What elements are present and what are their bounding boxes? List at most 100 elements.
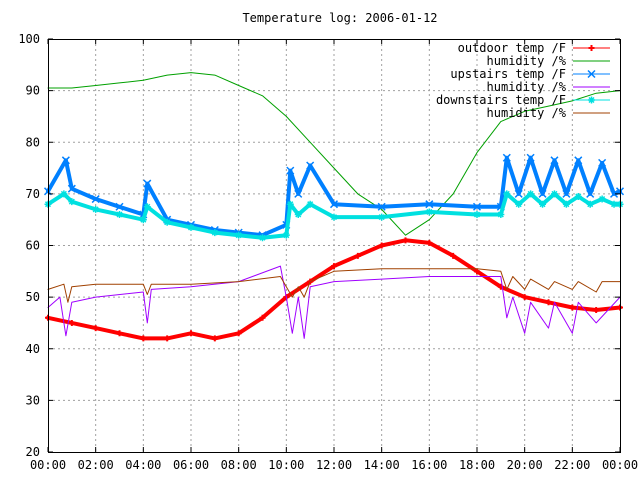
data-point [610, 200, 618, 208]
series-2 [43, 153, 625, 240]
chart-title: Temperature log: 2006-01-12 [242, 11, 437, 25]
series-1 [47, 72, 621, 236]
x-tick-label: 20:00 [507, 458, 543, 472]
data-point [378, 213, 386, 221]
data-point [426, 239, 433, 246]
series-4 [44, 190, 624, 242]
data-point [514, 189, 523, 198]
y-tick-label: 100 [18, 32, 40, 46]
data-point [68, 198, 76, 206]
data-point [306, 200, 314, 208]
data-point [610, 189, 619, 198]
data-point [139, 216, 147, 224]
data-point [282, 231, 290, 239]
plot-series [43, 72, 625, 342]
data-point [68, 319, 75, 326]
data-point [569, 304, 576, 311]
data-point [354, 252, 361, 259]
x-tick-label: 00:00 [602, 458, 638, 472]
legend-label: humidity /% [487, 106, 567, 120]
data-point [163, 218, 171, 226]
data-point [526, 153, 535, 162]
x-tick-label: 12:00 [316, 458, 352, 472]
data-point [474, 268, 480, 275]
data-point [538, 189, 547, 198]
legend-label: outdoor temp /F [458, 41, 566, 55]
x-tick-label: 14:00 [364, 458, 400, 472]
series-line [46, 155, 622, 238]
data-point [515, 200, 523, 208]
data-point [425, 200, 434, 209]
data-point [143, 179, 152, 188]
data-point [211, 335, 218, 342]
data-point [67, 184, 76, 193]
legend-label: humidity /% [487, 80, 567, 94]
series-line [47, 72, 621, 236]
y-tick-label: 30 [26, 393, 40, 407]
y-tick-label: 20 [26, 445, 40, 459]
data-point [140, 335, 147, 342]
data-point [329, 200, 339, 209]
data-point [143, 203, 151, 211]
data-point [377, 202, 386, 211]
data-point [593, 307, 600, 314]
legend-marker [588, 96, 595, 104]
x-tick-label: 18:00 [459, 458, 495, 472]
data-point [586, 200, 594, 208]
data-point [211, 229, 219, 237]
data-point [497, 211, 505, 219]
data-point [235, 330, 242, 337]
data-point [425, 208, 433, 216]
data-point [164, 335, 171, 342]
data-point [294, 189, 303, 198]
data-point [116, 330, 123, 337]
data-point [586, 189, 595, 198]
legend-marker [588, 45, 595, 51]
chart-grid [48, 39, 620, 452]
data-point [61, 156, 70, 165]
x-tick-label: 22:00 [554, 458, 590, 472]
data-point [187, 223, 195, 231]
axis-ticks: 20 30 40 50 60 70 80 90 100 00:00 02:00 04:00 06:00 0… [18, 32, 638, 472]
x-tick-label: 08:00 [221, 458, 257, 472]
data-point [562, 189, 571, 198]
y-tick-label: 50 [26, 290, 40, 304]
y-tick-label: 80 [26, 135, 40, 149]
data-point [330, 213, 338, 221]
series-line [47, 268, 621, 303]
x-tick-label: 16:00 [411, 458, 447, 472]
x-tick-label: 04:00 [125, 458, 161, 472]
data-point [550, 156, 559, 165]
data-point [574, 156, 583, 165]
y-tick-label: 60 [26, 239, 40, 253]
data-point [116, 211, 123, 219]
data-point [562, 200, 570, 208]
data-point [545, 299, 552, 306]
data-point [92, 205, 100, 213]
data-point [331, 263, 337, 270]
data-point [259, 314, 266, 321]
series-5 [47, 268, 621, 303]
legend-marker [587, 69, 596, 79]
series-3 [47, 265, 621, 339]
y-tick-label: 90 [26, 84, 40, 98]
data-point [521, 294, 528, 301]
data-point [294, 211, 302, 219]
data-point [259, 234, 266, 242]
legend-label: downstairs temp /F [436, 93, 566, 107]
data-point [91, 195, 100, 204]
y-tick-label: 70 [26, 187, 40, 201]
data-point [235, 231, 243, 239]
x-tick-label: 02:00 [78, 458, 114, 472]
data-point [306, 161, 315, 170]
x-tick-label: 00:00 [30, 458, 66, 472]
y-tick-label: 40 [26, 342, 40, 356]
data-point [550, 190, 558, 198]
data-point [574, 192, 582, 200]
data-point [286, 200, 294, 208]
data-point [60, 190, 68, 198]
data-point [188, 330, 194, 337]
series-line [47, 265, 621, 339]
data-point [115, 202, 124, 211]
